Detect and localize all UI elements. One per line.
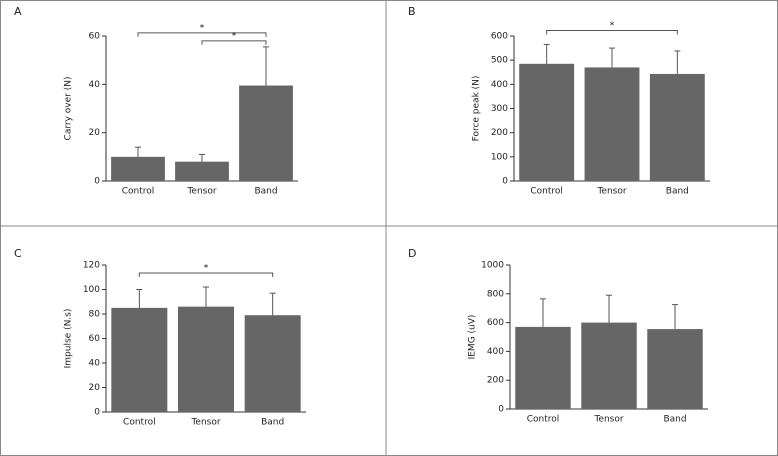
y-tick-label: 60 [89, 334, 101, 344]
significance-bracket [546, 29, 678, 35]
bar [111, 156, 165, 181]
x-tick-label: Band [666, 187, 689, 197]
bar [515, 326, 571, 409]
y-tick-label: 800 [487, 289, 504, 299]
x-tick-label: Band [254, 187, 277, 197]
panel-letter: C [14, 247, 22, 260]
y-tick-label: 600 [487, 318, 504, 328]
y-tick-label: 500 [491, 56, 508, 66]
y-axis-title: Carry over (N) [64, 77, 74, 141]
panel-letter: B [408, 5, 416, 18]
significance-label: * [610, 21, 615, 31]
bar [647, 329, 703, 409]
bar [178, 306, 234, 412]
significance-bracket [137, 32, 267, 37]
y-tick-label: 100 [83, 285, 100, 295]
panel-letter: D [408, 247, 416, 260]
significance-label: * [232, 31, 237, 41]
bar [111, 307, 168, 412]
significance-label: * [204, 264, 209, 274]
panel-letter: A [14, 5, 22, 18]
bar [244, 315, 301, 412]
significance-bracket [201, 40, 267, 45]
y-tick-label: 300 [491, 104, 508, 114]
bar [239, 85, 293, 181]
x-tick-label: Tensor [190, 418, 220, 428]
y-axis-title: Force peak (N) [472, 76, 482, 142]
y-tick-label: 60 [89, 32, 101, 42]
x-tick-label: Tensor [593, 415, 623, 425]
significance-label: * [200, 23, 205, 33]
y-tick-label: 20 [89, 383, 101, 393]
x-tick-label: Tensor [596, 187, 626, 197]
y-tick-label: 200 [487, 376, 504, 386]
x-tick-label: Tensor [186, 187, 216, 197]
y-tick-label: 100 [491, 152, 508, 162]
y-tick-label: 400 [491, 80, 508, 90]
significance-bracket [138, 272, 274, 278]
x-tick-label: Band [261, 418, 284, 428]
y-tick-label: 120 [83, 261, 100, 271]
x-tick-label: Control [527, 415, 560, 425]
y-tick-label: 40 [89, 359, 101, 369]
y-tick-label: 0 [502, 177, 508, 187]
y-axis-title: IEMG (uV) [468, 315, 478, 360]
y-tick-label: 200 [491, 128, 508, 138]
y-tick-label: 80 [89, 310, 101, 320]
bar [581, 322, 637, 409]
bar [519, 63, 575, 181]
y-tick-label: 0 [94, 408, 100, 418]
y-tick-label: 0 [498, 405, 504, 415]
y-tick-label: 1000 [481, 261, 504, 271]
x-tick-label: Control [123, 418, 156, 428]
y-tick-label: 20 [89, 128, 101, 138]
y-tick-label: 40 [89, 80, 101, 90]
bar [175, 161, 229, 181]
x-tick-label: Control [122, 187, 155, 197]
y-tick-label: 400 [487, 347, 504, 357]
bar [649, 73, 705, 181]
x-tick-label: Band [663, 415, 686, 425]
x-tick-label: Control [530, 187, 563, 197]
y-tick-label: 600 [491, 32, 508, 42]
y-axis-title: Impulse (N.s) [64, 309, 74, 369]
bar [584, 67, 640, 181]
y-tick-label: 0 [94, 177, 100, 187]
